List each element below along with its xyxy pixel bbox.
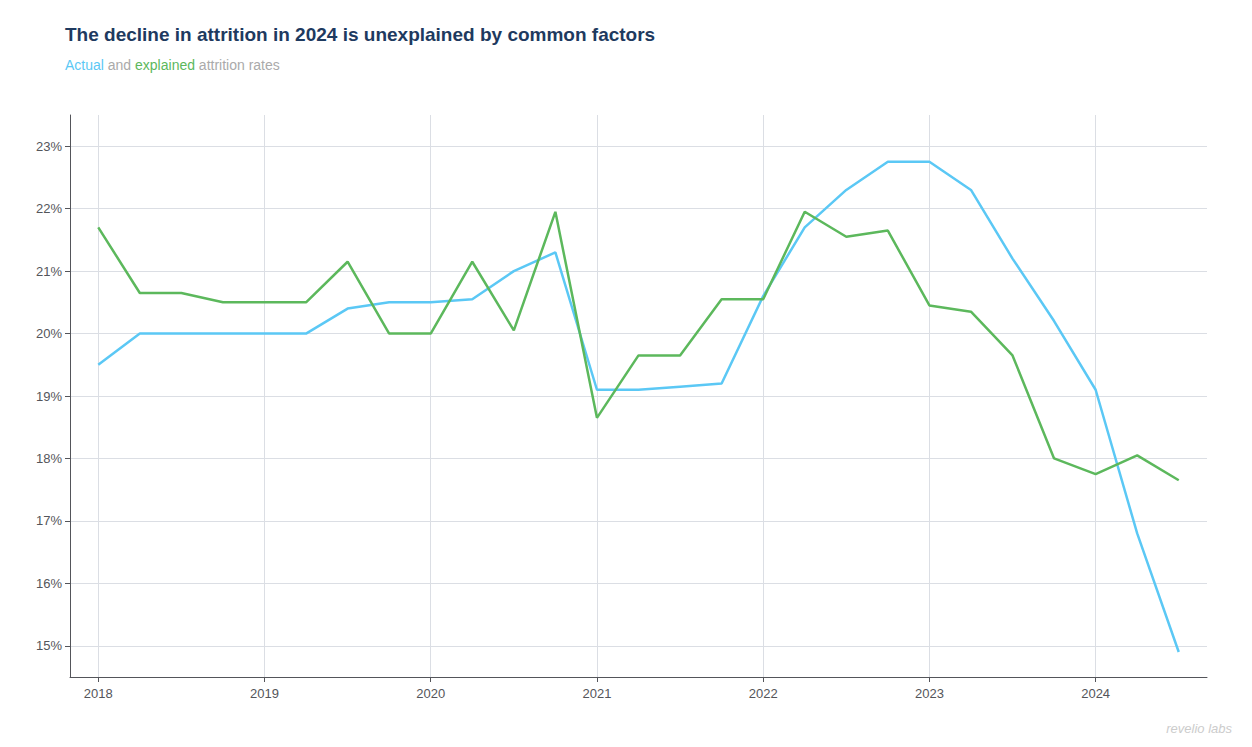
svg-text:2020: 2020 [416, 686, 445, 701]
svg-text:23%: 23% [36, 139, 62, 154]
svg-text:20%: 20% [36, 326, 62, 341]
svg-text:22%: 22% [36, 201, 62, 216]
svg-text:18%: 18% [36, 451, 62, 466]
svg-text:15%: 15% [36, 638, 62, 653]
svg-text:21%: 21% [36, 264, 62, 279]
svg-text:Actual: Actual [65, 57, 104, 73]
svg-text:attrition rates: attrition rates [195, 57, 280, 73]
svg-text:19%: 19% [36, 389, 62, 404]
svg-text:2022: 2022 [749, 686, 778, 701]
svg-text:revelio labs: revelio labs [1166, 721, 1232, 736]
svg-text:explained: explained [135, 57, 195, 73]
svg-text:2023: 2023 [915, 686, 944, 701]
svg-text:16%: 16% [36, 576, 62, 591]
svg-text:17%: 17% [36, 513, 62, 528]
svg-text:2021: 2021 [582, 686, 611, 701]
svg-text:2024: 2024 [1081, 686, 1110, 701]
svg-text:2019: 2019 [250, 686, 279, 701]
svg-text:2018: 2018 [84, 686, 113, 701]
svg-text:and: and [104, 57, 135, 73]
svg-text:The decline in attrition in 20: The decline in attrition in 2024 is unex… [65, 24, 655, 45]
